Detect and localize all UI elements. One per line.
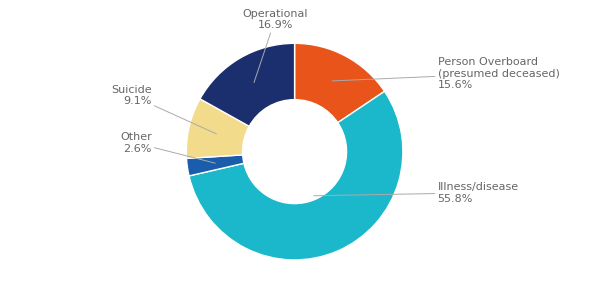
Wedge shape [200,43,295,126]
Text: Illness/disease
55.8%: Illness/disease 55.8% [314,182,518,203]
Text: Suicide
9.1%: Suicide 9.1% [111,84,217,134]
Text: Person Overboard
(presumed deceased)
15.6%: Person Overboard (presumed deceased) 15.… [332,57,559,90]
Wedge shape [295,43,385,123]
Text: Operational
16.9%: Operational 16.9% [242,9,308,82]
Wedge shape [186,99,249,158]
Text: Other
2.6%: Other 2.6% [120,132,215,163]
Wedge shape [187,155,244,176]
Wedge shape [189,91,403,260]
